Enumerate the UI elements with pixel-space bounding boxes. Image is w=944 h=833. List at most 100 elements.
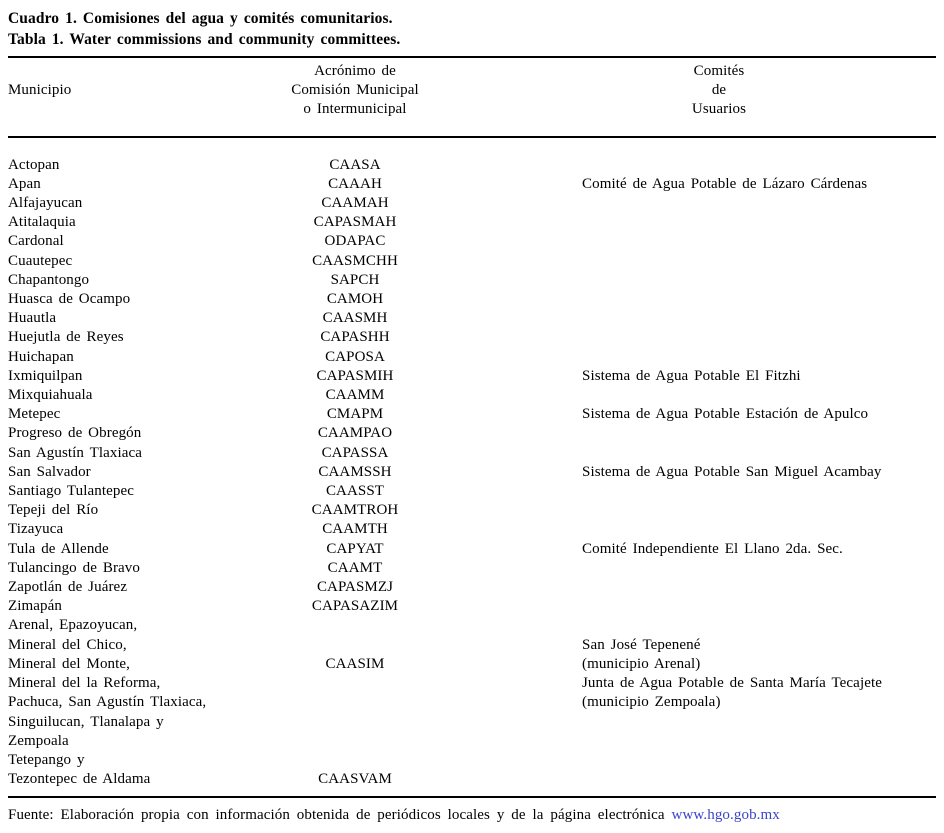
- cell-comite: [440, 290, 936, 309]
- table-row: Arenal, Epazoyucan,: [8, 616, 936, 635]
- cell-comite: [440, 616, 936, 635]
- source-link[interactable]: www.hgo.gob.mx: [671, 807, 780, 824]
- table-row: Ixmiquilpan CAPASMIH Sistema de Agua Pot…: [8, 367, 936, 386]
- cell-acronimo: [270, 616, 440, 635]
- cell-acronimo: CAAMTH: [322, 521, 388, 538]
- table-row: Zempoala: [8, 732, 936, 751]
- cell-comite: [440, 597, 936, 616]
- table-row: Mineral del Chico, San José Tepenené: [8, 636, 936, 655]
- cell-acronimo: [270, 636, 440, 655]
- cell-municipio: Zapotlán de Juárez: [8, 579, 128, 596]
- cell-municipio: Metepec: [8, 406, 61, 423]
- column-header-acronimo: Acrónimo de Comisión Municipal o Intermu…: [270, 62, 440, 120]
- cell-municipio: Pachuca, San Agustín Tlaxiaca,: [8, 694, 207, 711]
- cell-municipio: Tetepango y: [8, 751, 85, 768]
- cell-comite: Comité de Agua Potable de Lázaro Cárdena…: [582, 175, 868, 192]
- column-header-acronimo-line1: Acrónimo de: [314, 63, 396, 79]
- cell-acronimo: CAPASHH: [320, 329, 390, 346]
- cell-acronimo: CAPASSA: [321, 444, 389, 461]
- cell-comite: [440, 156, 936, 175]
- cell-municipio: Tezontepec de Aldama: [8, 771, 151, 788]
- table-caption: Cuadro 1. Comisiones del agua y comités …: [8, 8, 936, 50]
- cell-comite: [440, 578, 936, 597]
- table-row: Cardonal ODAPAC: [8, 232, 936, 251]
- cell-acronimo: CAAAH: [328, 175, 382, 192]
- cell-comite: [440, 348, 936, 367]
- cell-comite: [440, 194, 936, 213]
- table-row: San Salvador CAAMSSH Sistema de Agua Pot…: [8, 463, 936, 482]
- cell-comite: [440, 732, 936, 751]
- cell-acronimo: CAAMSSH: [318, 463, 392, 480]
- column-header-acronimo-line3: o Intermunicipal: [303, 101, 407, 118]
- table-row: Huautla CAASMH: [8, 309, 936, 328]
- cell-acronimo: CAASST: [325, 483, 385, 500]
- table-row: Mixquiahuala CAAMM: [8, 386, 936, 405]
- table-row: Cuautepec CAASMCHH: [8, 252, 936, 271]
- cell-acronimo: [270, 693, 440, 712]
- cell-acronimo: CAAMPAO: [317, 425, 393, 442]
- cell-acronimo: CAPYAT: [326, 540, 384, 557]
- table-row: San Agustín Tlaxiaca CAPASSA: [8, 444, 936, 463]
- column-header-comites-line3: Usuarios: [691, 101, 747, 118]
- cell-acronimo: [270, 713, 440, 732]
- cell-municipio: Cuautepec: [8, 252, 73, 269]
- table-row: Apan CAAAH Comité de Agua Potable de Láz…: [8, 175, 936, 194]
- source-note-text: Fuente: Elaboración propia con informaci…: [8, 807, 665, 824]
- cell-acronimo: SAPCH: [330, 271, 380, 288]
- cell-municipio: Mineral del Monte,: [8, 655, 131, 672]
- cell-municipio: Tula de Allende: [8, 540, 109, 557]
- cell-municipio: Huautla: [8, 310, 57, 327]
- cell-comite: [440, 252, 936, 271]
- cell-comite: [440, 501, 936, 520]
- cell-comite: [440, 444, 936, 463]
- cell-acronimo: ODAPAC: [324, 233, 386, 250]
- table-header-row: Municipio Acrónimo de Comisión Municipal…: [8, 58, 936, 136]
- cell-acronimo: CAAMTROH: [311, 502, 399, 519]
- table-row: Tizayuca CAAMTH: [8, 520, 936, 539]
- horizontal-rule-top: [8, 56, 936, 58]
- cell-municipio: Ixmiquilpan: [8, 367, 83, 384]
- cell-acronimo: CAMOH: [326, 291, 384, 308]
- cell-comite: [440, 482, 936, 501]
- cell-acronimo: CAAMM: [325, 387, 385, 404]
- cell-comite: [440, 309, 936, 328]
- cell-comite: [440, 770, 936, 789]
- cell-comite: Sistema de Agua Potable El Fitzhi: [582, 367, 801, 384]
- cell-municipio: Mixquiahuala: [8, 387, 93, 404]
- cell-municipio: Arenal, Epazoyucan,: [8, 617, 138, 634]
- cell-comite: [440, 328, 936, 347]
- source-note: Fuente: Elaboración propia con informaci…: [8, 806, 936, 825]
- cell-municipio: Huichapan: [8, 348, 74, 365]
- table-body: Actopan CAASA Apan CAAAH Comité de Agua …: [8, 138, 936, 797]
- cell-comite: Junta de Agua Potable de Santa María Tec…: [582, 675, 882, 692]
- table-row: Mineral del la Reforma, Junta de Agua Po…: [8, 674, 936, 693]
- table-row: Tezontepec de Aldama CAASVAM: [8, 770, 936, 789]
- cell-municipio: Tizayuca: [8, 521, 64, 538]
- column-header-comites: Comités de Usuarios: [440, 62, 936, 120]
- cell-acronimo: CAPASMZJ: [316, 579, 394, 596]
- cell-acronimo: CAPASAZIM: [311, 598, 399, 615]
- cell-comite: [440, 424, 936, 443]
- cell-municipio: Apan: [8, 175, 41, 192]
- cell-comite: [440, 213, 936, 232]
- horizontal-rule-bottom: [8, 796, 936, 799]
- table-row: Tula de Allende CAPYAT Comité Independie…: [8, 540, 936, 559]
- cell-comite: [440, 559, 936, 578]
- cell-comite: [440, 520, 936, 539]
- cell-municipio: Mineral del Chico,: [8, 636, 127, 653]
- cell-municipio: Singuilucan, Tlanalapa y: [8, 713, 164, 730]
- cell-acronimo: CAPASMIH: [316, 367, 394, 384]
- table-row: Tepeji del Río CAAMTROH: [8, 501, 936, 520]
- cell-comite: [440, 271, 936, 290]
- table-row: Actopan CAASA: [8, 156, 936, 175]
- cell-municipio: Mineral del la Reforma,: [8, 675, 161, 692]
- cell-municipio: Tulancingo de Bravo: [8, 559, 141, 576]
- cell-comite: (municipio Arenal): [582, 655, 701, 672]
- cell-municipio: Actopan: [8, 156, 60, 173]
- table-row: Atitalaquia CAPASMAH: [8, 213, 936, 232]
- cell-acronimo: [270, 751, 440, 770]
- column-header-comites-line2: de: [711, 82, 727, 99]
- table-title-english: Tabla 1. Water commissions and community…: [8, 31, 401, 48]
- cell-acronimo: CMAPM: [326, 406, 384, 423]
- table-row: Mineral del Monte, CAASIM (municipio Are…: [8, 655, 936, 674]
